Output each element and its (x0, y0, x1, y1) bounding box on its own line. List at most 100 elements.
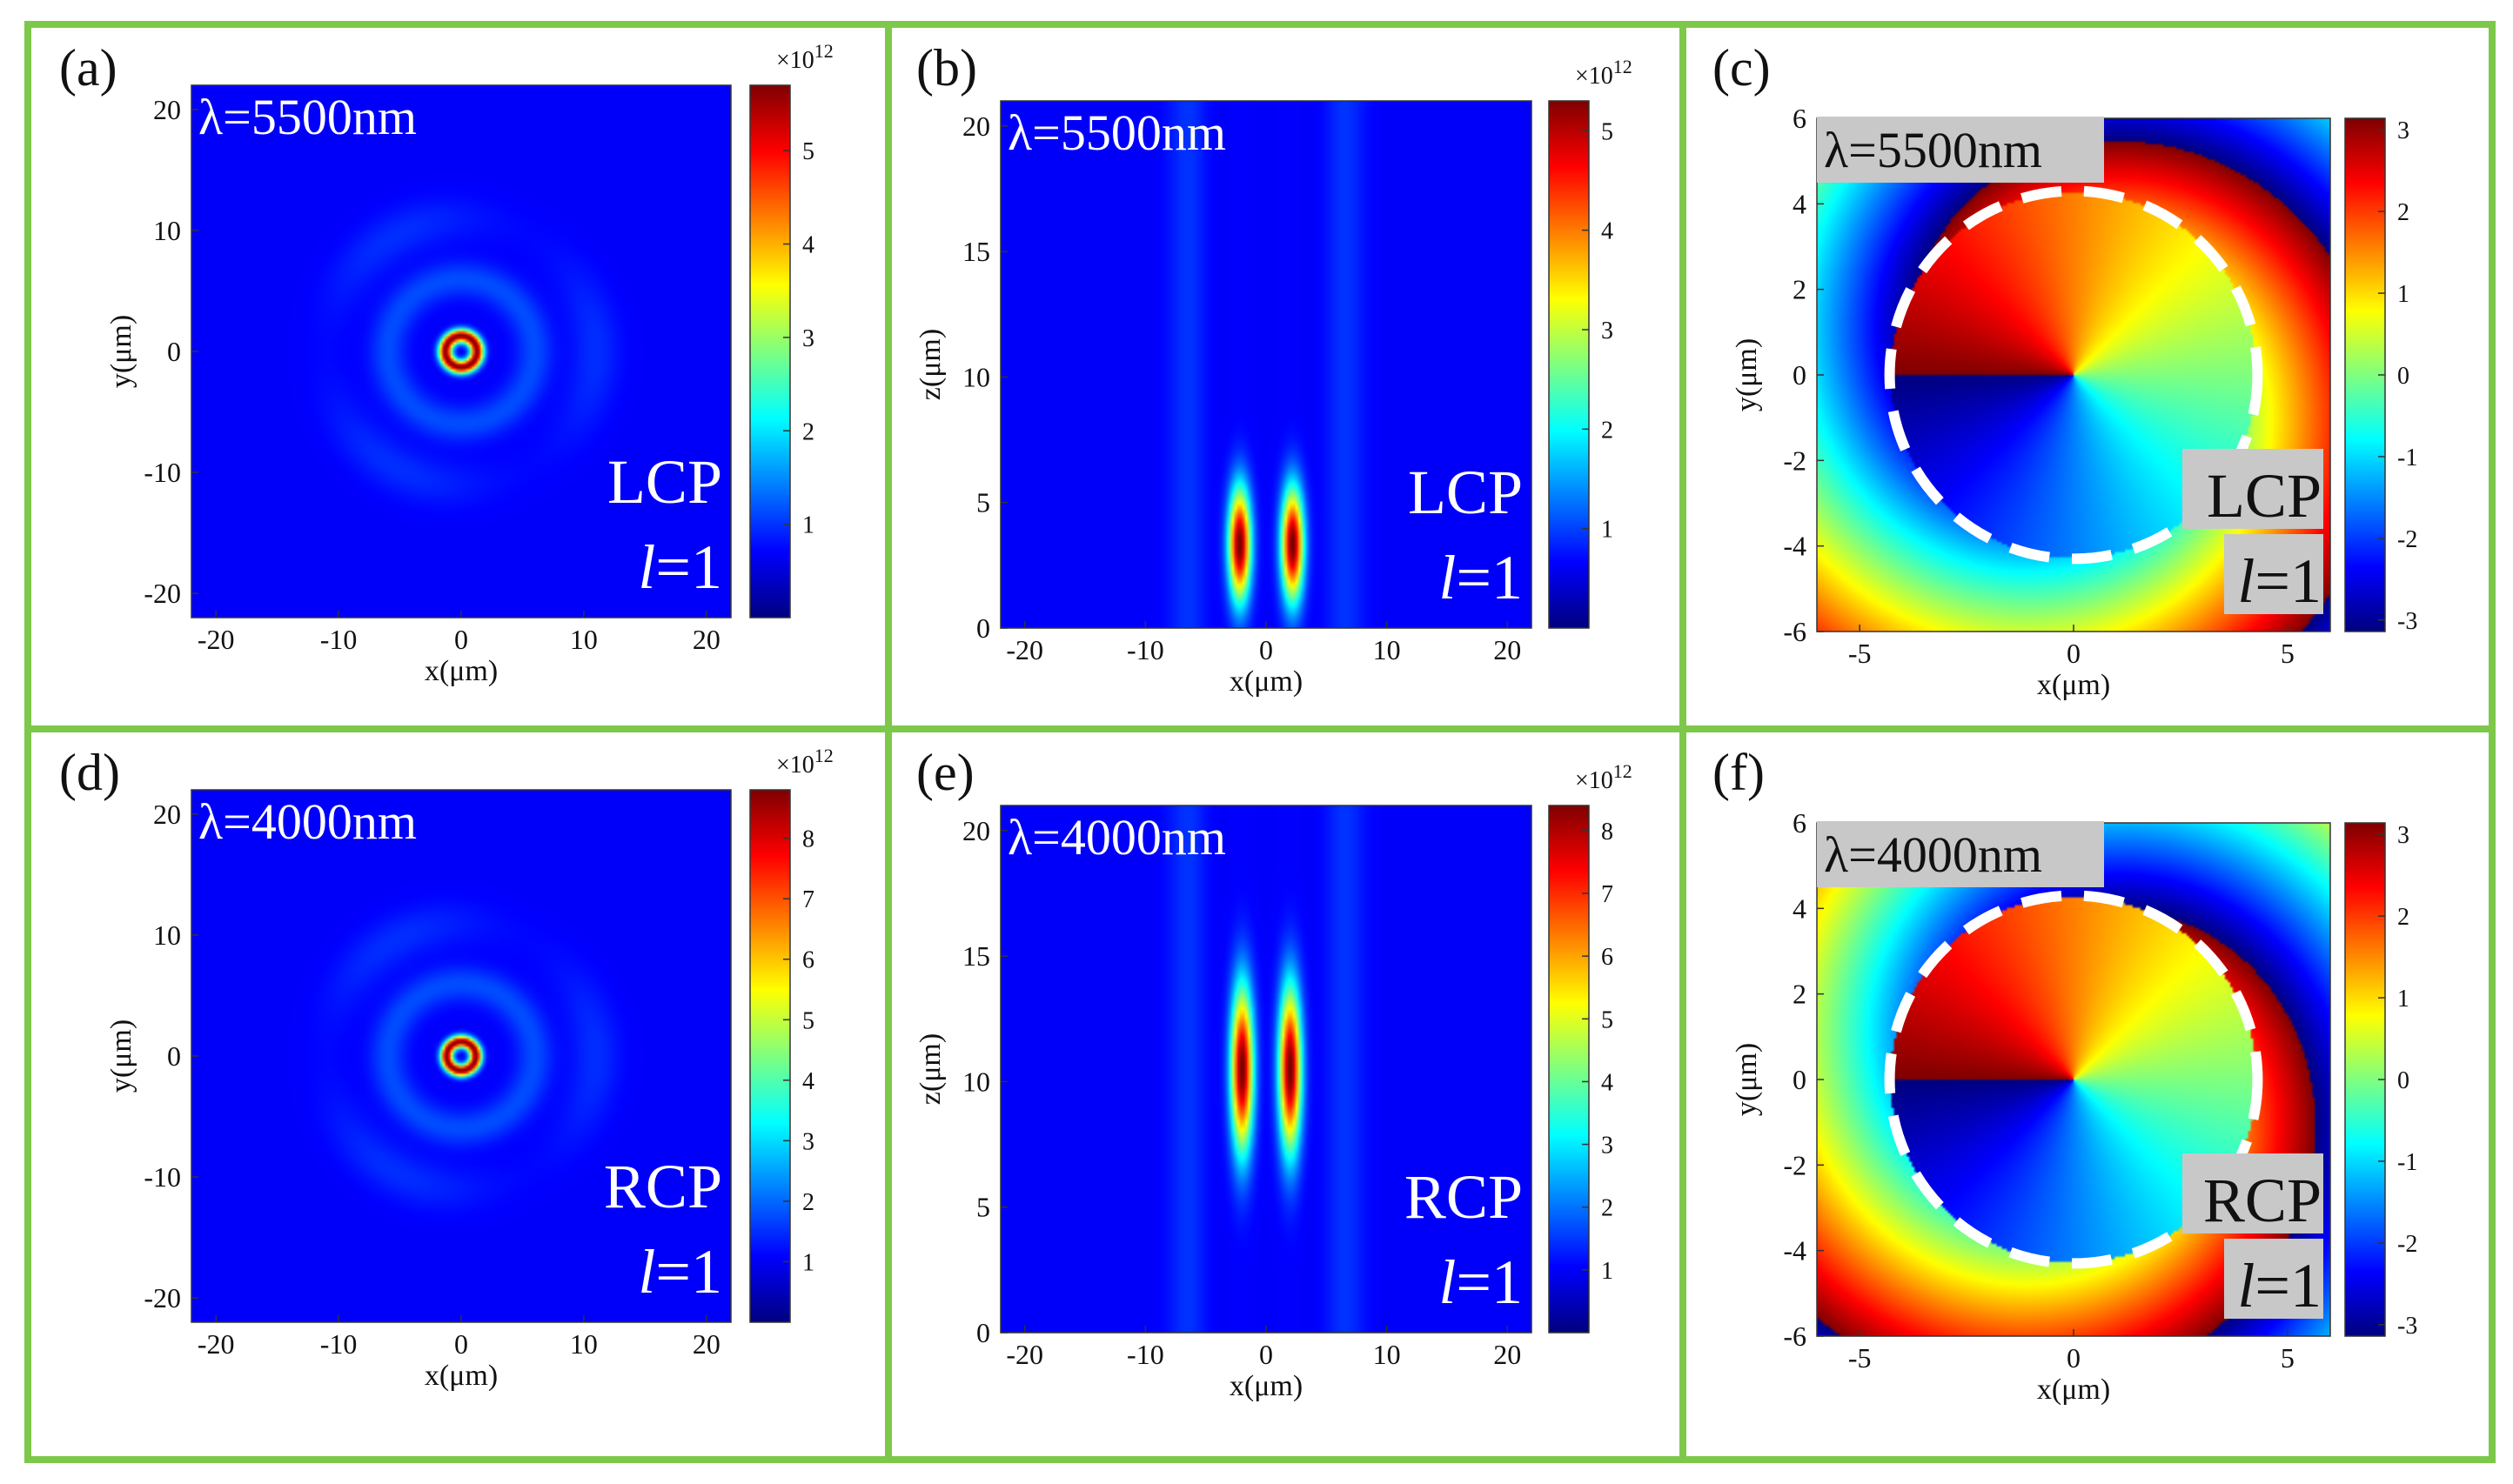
wavelength-annotation: λ=5500nm (1008, 104, 1226, 161)
chart-f: -5 0 5 -6 -4 -2 0 2 4 6 x(μm) y(μm) (f) λ=4000nm RCP l=… (1712, 744, 2417, 1406)
colorbar-tick-label: 5 (802, 1007, 814, 1034)
y-axis-label: y(μm) (105, 1019, 137, 1093)
chart-d: -20 -10 0 10 20 -20 -10 0 10 20 x(μm) y(μm) (d) λ=400… (59, 744, 834, 1392)
annotation-box (1817, 821, 2104, 887)
heatmap-image (1001, 101, 1531, 628)
wavelength-annotation: λ=4000nm (198, 793, 417, 850)
chart-a: -20 -10 0 10 20 -20 -10 0 10 20 x(μm) y(μm) (a) λ=550… (59, 39, 834, 687)
colorbar-tick-label: 1 (802, 512, 814, 539)
dashed-circle (1884, 890, 2263, 1269)
panel-label: (a) (59, 39, 117, 97)
colorbar (1548, 100, 1590, 629)
x-tick-label: 10 (570, 1328, 598, 1360)
colorbar-tick-label: 3 (2397, 822, 2409, 849)
charge-symbol: l (1438, 543, 1456, 612)
wavelength-annotation: λ=4000nm (1824, 826, 2042, 883)
colorbar-tick-label: 1 (1601, 1258, 1613, 1285)
x-tick-label: 20 (693, 1328, 720, 1360)
y-tick-label: -10 (144, 457, 181, 488)
y-tick-label: -2 (1783, 1149, 1806, 1180)
x-tick-label: 0 (2067, 1342, 2081, 1374)
y-tick-label: 6 (1793, 103, 1806, 134)
x-tick-label: 10 (1373, 1339, 1401, 1370)
y-tick-label: 0 (1793, 359, 1806, 391)
topological-charge: l=1 (1438, 543, 1523, 612)
colorbar-tick-label: 6 (802, 947, 814, 974)
topological-charge: l=1 (2237, 1251, 2322, 1320)
charge-value: =1 (655, 532, 722, 602)
panel-label: (f) (1712, 744, 1765, 801)
chart-e: -20 -10 0 10 2005101520x(μm)z(μm)(e)λ=4000nm… (915, 744, 1632, 1402)
colorbar-tick-label: 2 (802, 1189, 814, 1216)
y-tick-label: 10 (962, 1066, 990, 1097)
panel-label: (d) (59, 744, 120, 801)
charge-value: =1 (1456, 1247, 1523, 1317)
topological-charge: l=1 (638, 1237, 722, 1307)
colorbar-tick-label: 2 (2397, 904, 2409, 931)
x-tick-label: 20 (1493, 1339, 1521, 1370)
colorbar-tick-label: 2 (1601, 417, 1613, 444)
colorbar-multiplier-base: ×10 (776, 752, 814, 779)
topological-charge: l=1 (2237, 546, 2322, 616)
wavelength-annotation: λ=4000nm (1008, 809, 1226, 866)
panel-b: -20 -10 0 10 20 0 5 10 15 20 x(μm) z(μm) (b) λ=5500nm… (892, 31, 1727, 746)
colorbar-tick-label: 0 (2397, 1067, 2409, 1094)
x-tick-label: 0 (2067, 638, 2081, 669)
frame-left (24, 21, 31, 1463)
x-axis-label: x(μm) (2037, 669, 2110, 701)
colorbar-multiplier-base: ×10 (1575, 63, 1613, 90)
charge-box (2224, 534, 2323, 614)
colorbar-tick-label: 8 (1601, 819, 1613, 846)
x-axis-label: x(μm) (425, 1360, 498, 1392)
y-tick-label: 0 (167, 1040, 181, 1072)
frame-top (24, 21, 2496, 28)
colorbar-tick-label: 1 (802, 1249, 814, 1276)
y-tick-label: 2 (1793, 979, 1806, 1010)
x-tick-label: 0 (1259, 634, 1273, 665)
x-axis-label: x(μm) (1230, 1370, 1303, 1402)
annotation-box (1817, 117, 2104, 183)
y-tick-label: 10 (153, 215, 181, 246)
panel-label: (b) (916, 39, 977, 97)
x-tick-label: 0 (454, 624, 468, 655)
y-tick-label: 4 (1793, 892, 1806, 924)
y-tick-label: -2 (1783, 445, 1806, 476)
x-tick-label: 5 (2281, 1342, 2295, 1374)
colorbar-tick-label: -3 (2397, 1313, 2417, 1340)
x-tick-label: -20 (1006, 634, 1043, 665)
y-tick-label: 0 (167, 336, 181, 367)
polarization-label: RCP (604, 1152, 722, 1221)
charge-symbol: l (2237, 546, 2255, 616)
y-tick-label: 15 (962, 940, 990, 972)
x-tick-label: 10 (1373, 634, 1401, 665)
colorbar-multiplier: ×1012 (1575, 760, 1632, 794)
colorbar-multiplier-base: ×10 (776, 47, 814, 74)
heatmap-image (191, 790, 731, 1322)
colorbar-tick-label: 4 (802, 232, 814, 259)
x-tick-label: -10 (1127, 1339, 1164, 1370)
colorbar (749, 84, 791, 618)
panel-label: (e) (916, 744, 975, 801)
y-tick-label: 20 (962, 815, 990, 846)
y-tick-label: 0 (1793, 1064, 1806, 1095)
y-tick-label: 10 (153, 919, 181, 951)
colorbar-tick-label: -2 (2397, 1231, 2417, 1258)
charge-value: =1 (1456, 543, 1523, 612)
colorbar-exponent: 12 (1613, 56, 1632, 77)
colorbar-tick-label: 4 (802, 1068, 814, 1095)
frame-divider-1 (885, 21, 892, 1463)
x-tick-label: -20 (198, 624, 235, 655)
topological-charge: l=1 (638, 532, 722, 602)
colorbar (1548, 805, 1590, 1334)
y-axis-label: z(μm) (915, 1033, 947, 1105)
x-tick-label: 5 (2281, 638, 2295, 669)
colorbar-tick-label: 2 (802, 418, 814, 445)
y-tick-label: -20 (144, 1282, 181, 1314)
x-tick-label: 0 (454, 1328, 468, 1360)
colorbar (749, 789, 791, 1323)
frame-divider-2 (1679, 21, 1686, 1463)
y-tick-label: -6 (1783, 1320, 1806, 1352)
y-tick-label: -4 (1783, 531, 1806, 562)
x-tick-label: -10 (1127, 634, 1164, 665)
colorbar-tick-label: 1 (2397, 986, 2409, 1013)
